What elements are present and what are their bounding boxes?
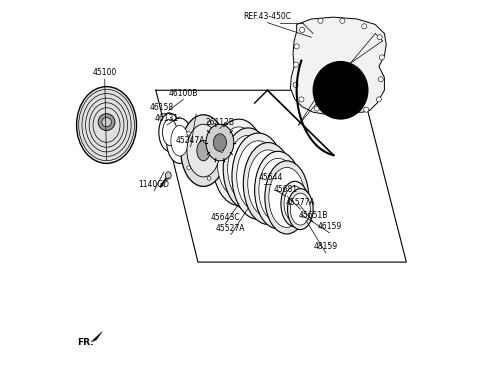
Circle shape: [314, 106, 319, 111]
Circle shape: [379, 55, 384, 60]
Circle shape: [347, 109, 352, 114]
Polygon shape: [290, 17, 386, 114]
Circle shape: [293, 82, 298, 87]
Text: 45247A: 45247A: [176, 136, 205, 145]
Ellipse shape: [197, 140, 210, 161]
Circle shape: [331, 108, 336, 113]
Ellipse shape: [243, 142, 293, 225]
Text: 48159: 48159: [314, 242, 338, 251]
Ellipse shape: [166, 172, 171, 179]
Text: 45577A: 45577A: [286, 198, 315, 207]
Ellipse shape: [254, 151, 301, 229]
Text: 45681: 45681: [274, 185, 298, 195]
Text: REF.43-450C: REF.43-450C: [243, 12, 291, 21]
Text: 45644: 45644: [259, 172, 283, 182]
Ellipse shape: [313, 62, 368, 119]
Circle shape: [377, 35, 382, 40]
Ellipse shape: [77, 87, 136, 163]
Circle shape: [207, 121, 211, 125]
Text: FR.: FR.: [77, 338, 94, 347]
Ellipse shape: [269, 167, 305, 228]
Text: 46159: 46159: [317, 222, 342, 231]
Text: 45643C: 45643C: [211, 213, 240, 222]
Ellipse shape: [213, 119, 265, 206]
Ellipse shape: [89, 103, 124, 147]
Ellipse shape: [228, 135, 268, 203]
Circle shape: [376, 97, 382, 102]
Circle shape: [362, 24, 367, 29]
Ellipse shape: [82, 94, 131, 156]
Ellipse shape: [163, 119, 177, 145]
Ellipse shape: [248, 150, 288, 217]
Ellipse shape: [232, 133, 285, 219]
Circle shape: [300, 28, 305, 33]
Text: 45651B: 45651B: [299, 211, 328, 220]
Circle shape: [207, 177, 211, 180]
Circle shape: [187, 132, 191, 135]
Circle shape: [294, 44, 299, 49]
Text: 45100: 45100: [93, 69, 117, 77]
Ellipse shape: [259, 158, 297, 222]
Text: 46100B: 46100B: [168, 88, 198, 98]
Text: 46158: 46158: [149, 103, 173, 112]
Ellipse shape: [187, 124, 220, 177]
Circle shape: [378, 77, 384, 82]
Ellipse shape: [213, 134, 227, 151]
Circle shape: [318, 18, 323, 23]
Ellipse shape: [217, 127, 261, 198]
Text: 26112B: 26112B: [205, 118, 234, 127]
Text: 45527A: 45527A: [216, 224, 246, 233]
Circle shape: [299, 97, 304, 102]
Ellipse shape: [102, 117, 111, 127]
Ellipse shape: [290, 193, 310, 225]
Circle shape: [363, 107, 369, 112]
Circle shape: [293, 62, 299, 67]
Ellipse shape: [284, 186, 306, 222]
Ellipse shape: [167, 118, 193, 163]
Ellipse shape: [181, 115, 226, 186]
Ellipse shape: [98, 114, 115, 131]
Text: 1140GD: 1140GD: [139, 180, 169, 189]
Ellipse shape: [85, 98, 128, 152]
Ellipse shape: [206, 124, 234, 161]
Circle shape: [187, 166, 191, 170]
Ellipse shape: [288, 189, 313, 230]
Ellipse shape: [237, 141, 280, 211]
Ellipse shape: [171, 126, 189, 156]
Ellipse shape: [93, 108, 120, 142]
Ellipse shape: [223, 128, 273, 210]
Circle shape: [340, 18, 345, 23]
Polygon shape: [91, 331, 102, 342]
Ellipse shape: [265, 161, 309, 234]
Text: 46131: 46131: [155, 114, 179, 123]
Ellipse shape: [159, 113, 181, 151]
Circle shape: [220, 149, 224, 152]
Ellipse shape: [79, 89, 134, 161]
Ellipse shape: [281, 181, 309, 227]
